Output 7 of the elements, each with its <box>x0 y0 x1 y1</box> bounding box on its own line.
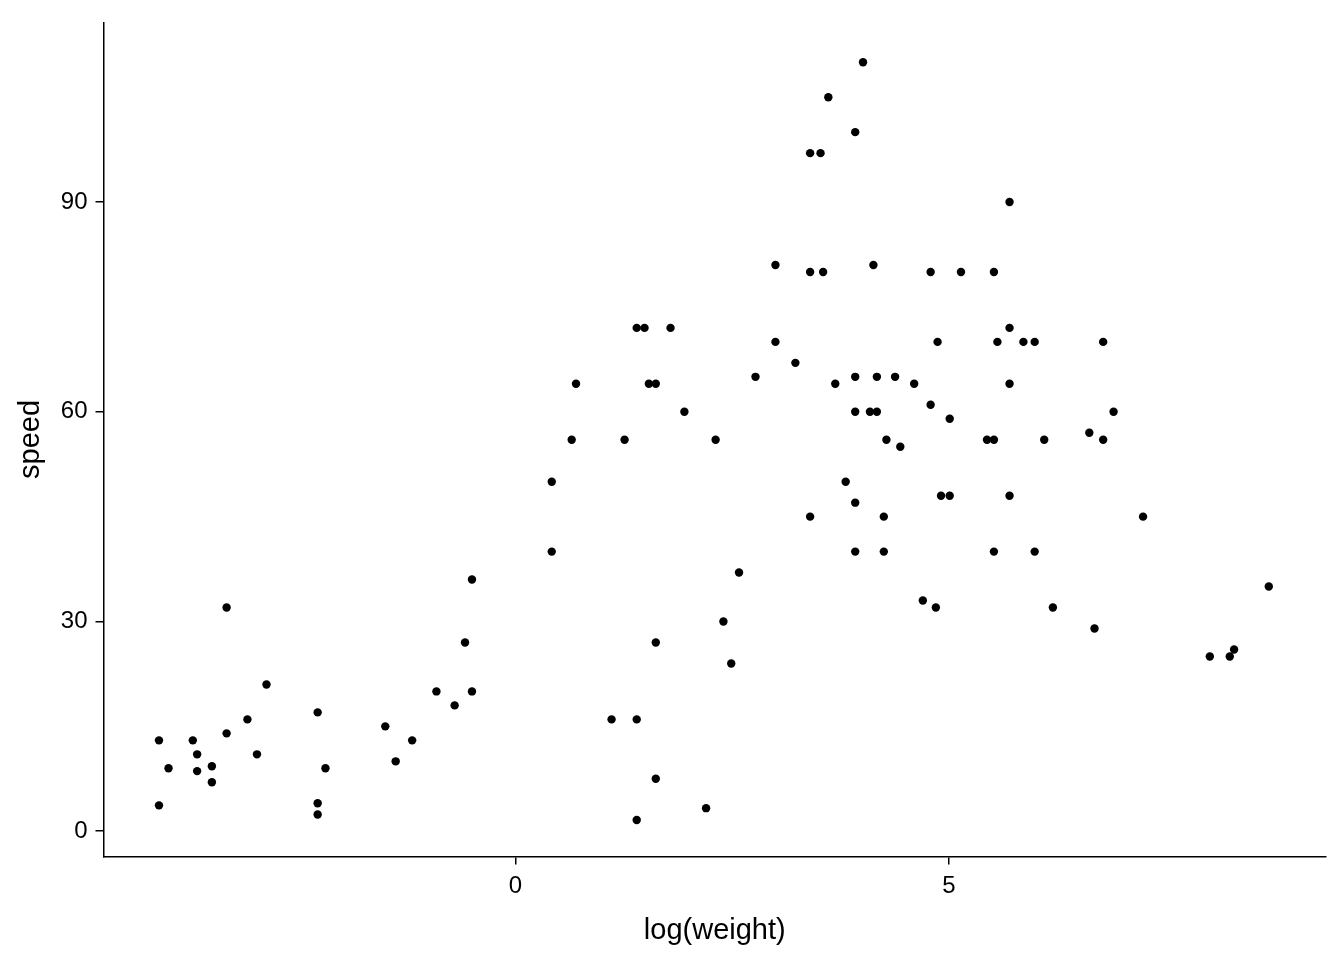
y-tick-label: 30 <box>60 606 88 634</box>
y-tick-label: 0 <box>74 815 88 843</box>
y-axis-title: speed <box>13 399 46 479</box>
y-tick-label: 90 <box>60 186 88 214</box>
x-axis-title: log(weight) <box>643 912 786 945</box>
x-tick-label: 5 <box>942 871 956 899</box>
y-tick-label: 60 <box>60 396 88 424</box>
